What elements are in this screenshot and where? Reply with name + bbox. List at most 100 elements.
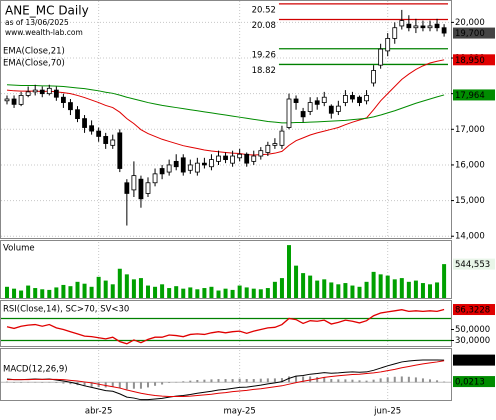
histogram-bar	[344, 379, 347, 383]
histogram-bar	[147, 382, 149, 388]
candle-body	[117, 132, 123, 169]
volume-bar	[420, 283, 425, 298]
volume-bar	[110, 284, 115, 298]
last-value-box	[453, 354, 495, 366]
histogram-bar	[414, 377, 417, 383]
volume-bar	[75, 281, 80, 298]
last-value-box	[453, 304, 495, 316]
volume-title: Volume	[3, 244, 35, 254]
candle-body	[321, 96, 327, 103]
line	[6, 59, 445, 156]
candle-body	[89, 125, 94, 132]
candle-body	[18, 95, 24, 105]
volume-bar	[68, 286, 73, 298]
candle-body	[25, 91, 31, 96]
candle-body	[258, 150, 264, 157]
volume-bar	[279, 278, 284, 298]
histogram-bar	[252, 379, 255, 383]
histogram-bar	[400, 376, 403, 383]
candle-body	[53, 89, 59, 98]
volume-bar	[195, 289, 200, 298]
candle-body	[364, 95, 369, 102]
candle-body	[96, 130, 102, 137]
price-panel	[0, 0, 452, 239]
legend-ema21: EMA(Close,21)	[3, 47, 65, 57]
histogram-bar	[337, 379, 340, 383]
volume-bar	[287, 245, 291, 298]
volume-bar	[258, 289, 263, 298]
volume-bar	[47, 289, 52, 298]
histogram-bar	[393, 376, 396, 383]
candle-body	[342, 95, 348, 103]
volume-bar	[61, 284, 66, 298]
candle-body	[328, 105, 334, 114]
last-value-label: 544,553	[455, 260, 490, 270]
histogram-bar	[125, 382, 128, 390]
candle-body	[131, 175, 137, 191]
volume-bar	[378, 274, 383, 298]
candle-body	[166, 164, 172, 173]
histogram-bar	[309, 376, 312, 383]
volume-bar	[294, 265, 299, 298]
candle-body	[82, 118, 87, 128]
volume-bar	[442, 264, 447, 298]
x-tick-label: abr-25	[85, 407, 112, 417]
histogram-bar	[20, 382, 23, 383]
watermark: www.wealth-lab.com	[5, 28, 83, 37]
candle-body	[335, 105, 341, 112]
last-value-label: 19,700	[455, 29, 485, 39]
histogram-bar	[168, 382, 171, 383]
candle-body	[187, 164, 193, 171]
volume-bar	[174, 286, 179, 298]
histogram-bar	[13, 382, 16, 383]
volume-bar	[364, 281, 369, 298]
candle-body	[110, 139, 116, 146]
candle-body	[152, 173, 158, 184]
candle-body	[378, 48, 384, 66]
candle-body	[68, 102, 73, 111]
histogram-bar	[224, 379, 227, 383]
volume-bar	[209, 286, 214, 298]
volume-bar	[406, 281, 411, 298]
histogram-bar	[280, 378, 283, 383]
macd-panel	[0, 348, 452, 401]
volume-bar	[371, 271, 376, 298]
candle-body	[61, 96, 66, 103]
candle-body	[173, 160, 179, 168]
histogram-bar	[407, 376, 410, 383]
volume-bar	[82, 283, 87, 298]
y-tick-label: 17,000	[455, 125, 485, 135]
last-value-box	[453, 89, 495, 101]
histogram-bar	[302, 376, 305, 383]
histogram-bar	[217, 379, 220, 383]
volume-bar	[428, 284, 432, 298]
candle-body	[159, 168, 165, 175]
histogram-bar	[104, 382, 107, 388]
histogram-bar	[34, 381, 37, 383]
histogram-bar	[436, 380, 439, 383]
histogram-bar	[90, 382, 93, 387]
volume-bar	[272, 281, 277, 298]
candle-body	[357, 96, 362, 103]
candle-body	[46, 87, 52, 95]
candle-body	[11, 98, 17, 105]
volume-bar	[103, 280, 108, 298]
candle-body	[194, 162, 200, 173]
volume-bar	[435, 282, 440, 298]
volume-bar	[237, 285, 242, 298]
candle-body	[272, 143, 278, 146]
volume-bar	[265, 288, 270, 298]
y-tick-label: 14,000	[455, 232, 485, 242]
histogram-bar	[330, 379, 333, 383]
histogram-bar	[55, 382, 58, 383]
histogram-bar	[316, 377, 319, 383]
volume-bar	[329, 282, 334, 298]
volume-bar	[89, 286, 94, 298]
histogram-bar	[62, 382, 65, 384]
candle-body	[300, 111, 306, 118]
histogram-bar	[69, 382, 72, 385]
histogram-bar	[175, 381, 178, 383]
volume-bar	[153, 286, 158, 298]
last-value-box	[453, 376, 495, 388]
histogram-bar	[182, 381, 185, 383]
